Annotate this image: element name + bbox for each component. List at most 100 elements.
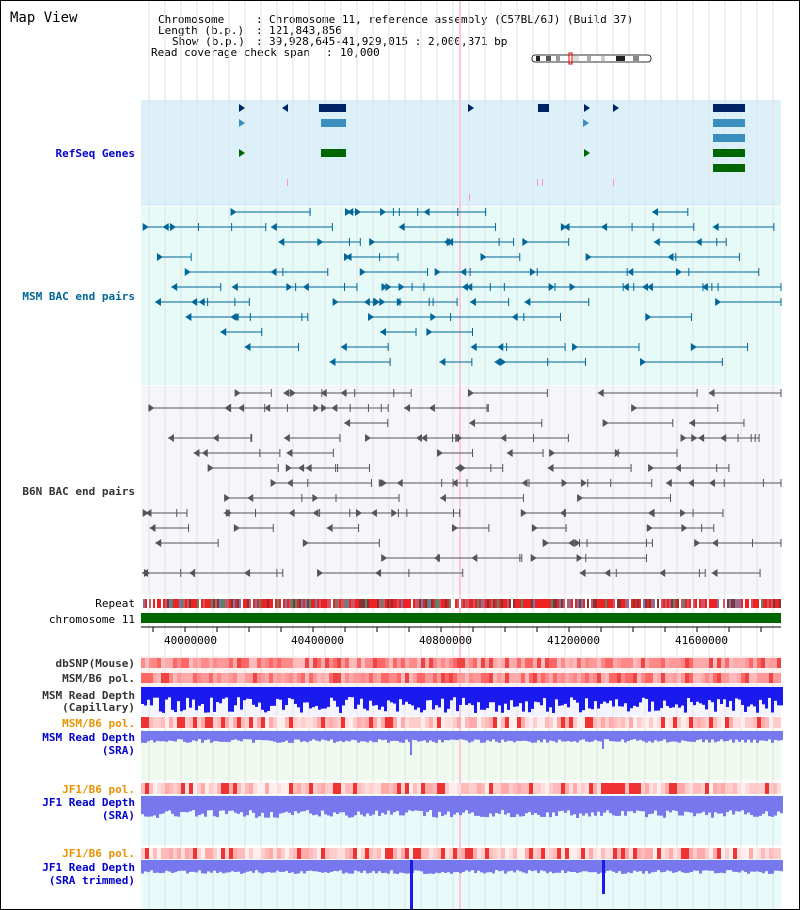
heat-cell <box>153 673 157 683</box>
repeat-segment <box>359 599 361 608</box>
depth-bar <box>765 860 768 872</box>
depth-bar <box>732 687 735 711</box>
repeat-segment <box>459 599 461 608</box>
heat-cell <box>713 783 717 794</box>
depth-bar <box>588 860 591 873</box>
gene-block <box>713 149 745 157</box>
repeat-segment <box>215 599 217 608</box>
heat-cell <box>161 717 165 728</box>
heat-cell <box>625 717 629 728</box>
heat-cell <box>469 848 473 859</box>
heat-cell <box>469 658 473 668</box>
depth-bar <box>525 687 528 702</box>
depth-bar <box>489 731 492 742</box>
depth-bar <box>159 687 162 712</box>
depth-bar <box>291 731 294 743</box>
depth-bar <box>195 687 198 711</box>
repeat-segment <box>587 599 589 608</box>
heat-cell <box>205 658 209 668</box>
gene-arrow <box>698 434 705 442</box>
repeat-segment <box>243 599 245 608</box>
depth-bar <box>705 687 708 710</box>
depth-bar <box>162 687 165 713</box>
depth-bar <box>273 687 276 706</box>
depth-bar <box>564 860 567 874</box>
heat-cell <box>661 673 665 683</box>
heat-cell <box>357 673 361 683</box>
depth-bar <box>225 796 228 815</box>
depth-bar <box>432 687 435 710</box>
gene-arrow <box>559 509 566 517</box>
repeat-segment <box>539 599 541 608</box>
heat-cell <box>621 783 625 794</box>
heat-cell <box>265 783 269 794</box>
depth-bar <box>483 687 486 710</box>
depth-bar <box>408 860 411 874</box>
repeat-segment <box>249 599 251 608</box>
depth-bar <box>228 796 231 811</box>
heat-cell <box>405 848 409 859</box>
depth-bar <box>531 860 534 872</box>
depth-bar <box>711 860 714 871</box>
repeat-segment <box>165 599 167 608</box>
depth-bar <box>627 687 630 712</box>
repeat-segment <box>331 599 333 608</box>
depth-bar <box>375 731 378 743</box>
heat-cell <box>621 658 625 668</box>
heat-cell <box>437 848 441 859</box>
depth-bar <box>513 796 516 818</box>
depth-bar <box>774 687 777 701</box>
depth-bar <box>513 731 516 743</box>
heat-cell <box>529 848 533 859</box>
depth-bar <box>597 860 600 874</box>
depth-bar <box>291 796 294 816</box>
depth-bar <box>483 796 486 817</box>
depth-bar <box>612 860 615 872</box>
depth-bar <box>303 860 306 874</box>
depth-bar <box>288 731 291 743</box>
heat-cell <box>373 717 377 728</box>
heat-cell <box>625 848 629 859</box>
depth-bar <box>765 796 768 812</box>
heat-cell <box>597 717 601 728</box>
repeat-segment <box>573 599 575 608</box>
heat-cell <box>697 717 701 728</box>
heat-cell <box>205 717 209 728</box>
heat-cell <box>685 673 689 683</box>
heat-cell <box>545 783 549 794</box>
gene-arrow <box>433 554 440 562</box>
heat-cell <box>685 658 689 668</box>
repeat-segment <box>365 599 367 608</box>
heat-cell <box>573 673 577 683</box>
repeat-segment <box>569 599 571 608</box>
heat-cell <box>313 848 317 859</box>
heat-cell <box>581 658 585 668</box>
depth-bar <box>540 860 543 871</box>
depth-bar <box>369 860 372 873</box>
repeat-segment <box>407 599 409 608</box>
depth-bar <box>390 687 393 703</box>
gene-arrow <box>667 253 674 261</box>
heat-cell <box>389 673 393 683</box>
depth-bar <box>486 687 489 709</box>
heat-cell <box>337 783 341 794</box>
depth-bar <box>624 796 627 816</box>
heat-cell <box>593 848 597 859</box>
heat-cell <box>701 673 705 683</box>
depth-bar <box>771 731 774 743</box>
heat-cell <box>465 783 469 794</box>
repeat-segment <box>697 599 699 608</box>
depth-bar <box>510 796 513 817</box>
heat-cell <box>517 848 521 859</box>
depth-bar <box>276 687 279 699</box>
length-value: 121,843,856 <box>269 24 342 37</box>
depth-bar <box>267 731 270 741</box>
heat-cell <box>345 717 349 728</box>
depth-bar <box>252 796 255 813</box>
gene-arrow <box>230 208 237 216</box>
heat-cell <box>501 717 505 728</box>
heat-cell <box>549 658 553 668</box>
heat-cell <box>285 717 289 728</box>
heat-cell <box>405 673 409 683</box>
